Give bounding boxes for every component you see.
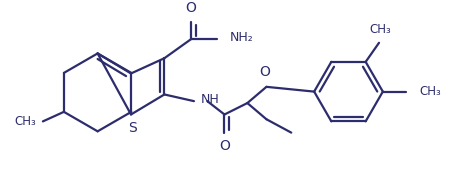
Text: CH₃: CH₃ [419,85,441,98]
Text: NH₂: NH₂ [230,31,254,44]
Text: CH₃: CH₃ [369,23,391,36]
Text: O: O [219,139,230,153]
Text: S: S [129,121,137,135]
Text: NH: NH [201,93,220,106]
Text: O: O [259,65,270,79]
Text: CH₃: CH₃ [14,115,36,128]
Text: O: O [186,1,197,15]
